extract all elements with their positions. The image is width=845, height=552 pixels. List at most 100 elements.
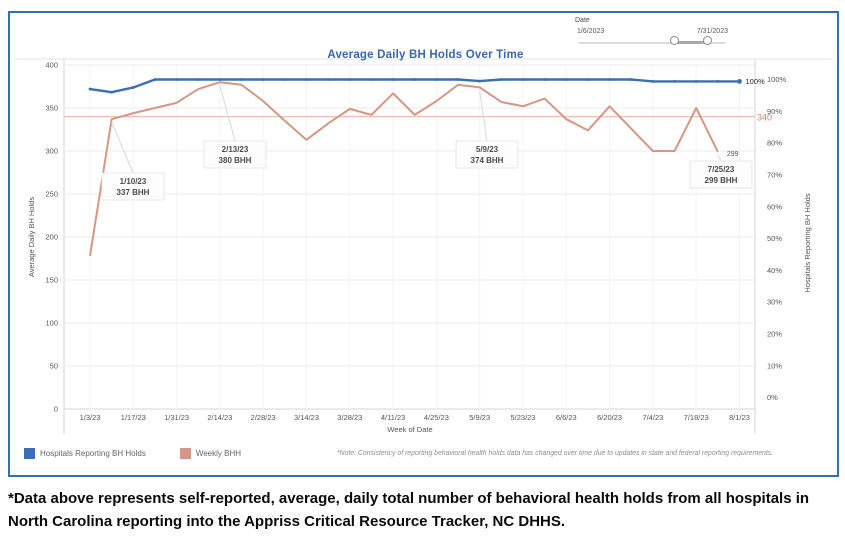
chart-footnote: *Note: Consistency of reporting behavior… xyxy=(336,450,774,457)
hospitals-reporting-point xyxy=(413,78,417,81)
annotation-value: 374 BHH xyxy=(471,156,504,165)
left-axis-tick-label: 250 xyxy=(45,190,58,199)
date-slider-left-handle[interactable] xyxy=(670,36,679,45)
date-filter-min-value: 1/6/2023 xyxy=(577,28,605,35)
hospitals-reporting-point xyxy=(131,86,135,89)
x-axis-tick-label: 4/11/23 xyxy=(381,413,405,422)
hospitals-reporting-point xyxy=(716,80,720,83)
date-slider-selected-range[interactable] xyxy=(674,41,708,44)
reference-line-label: 340 xyxy=(757,113,772,123)
right-axis-tick-label: 40% xyxy=(767,266,782,275)
right-axis-tick-label: 90% xyxy=(767,107,782,116)
annotation-value: 299 BHH xyxy=(705,176,738,185)
left-axis-tick-label: 50 xyxy=(50,362,58,371)
right-axis-tick-label: 10% xyxy=(767,361,782,370)
data-source-caption: *Data above represents self-reported, av… xyxy=(8,490,810,531)
annotation-date: 5/9/23 xyxy=(476,145,499,154)
annotation-connector xyxy=(717,154,722,162)
hospitals-reporting-point xyxy=(456,78,460,81)
hospitals-reporting-point xyxy=(435,78,438,81)
hospitals-reporting-point xyxy=(564,78,568,81)
hospitals-reporting-point xyxy=(391,78,395,81)
date-slider-track[interactable] xyxy=(578,42,726,44)
hospitals-reporting-point xyxy=(326,78,330,81)
hospitals-reporting-point xyxy=(651,80,655,83)
date-range-filter: Date 1/6/2023 7/31/2023 xyxy=(566,15,736,55)
x-axis-tick-label: 6/6/23 xyxy=(556,413,577,422)
weekly-bhh-line xyxy=(89,81,719,257)
hospitals-reporting-point xyxy=(521,78,525,81)
left-axis-tick-label: 200 xyxy=(45,233,58,242)
hospitals-reporting-point xyxy=(694,80,698,83)
hospitals-line-end-marker xyxy=(737,79,742,84)
x-axis-tick-label: 1/3/23 xyxy=(80,413,101,422)
x-axis-tick-label: 1/31/23 xyxy=(164,413,189,422)
hospitals-reporting-point xyxy=(586,78,590,81)
right-axis-tick-label: 60% xyxy=(767,202,782,211)
legend-swatch-salmon xyxy=(179,447,191,459)
right-axis-tick-label: 100% xyxy=(767,75,787,84)
annotation-connector xyxy=(479,90,488,142)
hospitals-reporting-point xyxy=(478,79,482,83)
left-axis-tick-label: 0 xyxy=(54,405,58,414)
bh-holds-line-chart: 0 50 100 150 200 250 300 350 400 0% 10% 20% 30% 40% 50… xyxy=(14,58,833,434)
annotation-value: 380 BHH xyxy=(219,156,252,165)
right-axis-tick-label: 50% xyxy=(767,234,782,243)
dashboard-card: 0 50 100 150 200 250 300 350 400 0% 10% 20% 30% 40% 50… xyxy=(8,11,839,477)
x-axis-tick-label: 5/23/23 xyxy=(510,413,535,422)
annotation-value: 337 BHH xyxy=(117,188,150,197)
annotation-box xyxy=(203,140,267,169)
date-slider-right-handle[interactable] xyxy=(703,36,712,45)
hospitals-reporting-point xyxy=(543,78,547,81)
hospitals-reporting-point xyxy=(283,78,287,81)
hospitals-reporting-point xyxy=(629,78,633,81)
legend-item-hospitals-reporting[interactable]: Hospitals Reporting BH Holds xyxy=(24,447,146,459)
hospitals-reporting-point xyxy=(499,78,503,81)
hospitals-reporting-point xyxy=(218,78,222,81)
x-axis-tick-label: 1/17/23 xyxy=(121,413,146,422)
hospitals-reporting-point xyxy=(153,78,157,81)
annotation-date: 1/10/23 xyxy=(120,177,147,186)
x-axis-tick-label: 6/20/23 xyxy=(597,413,622,422)
legend-label: Hospitals Reporting BH Holds xyxy=(40,448,146,458)
left-axis-tick-label: 100 xyxy=(45,319,58,328)
legend-item-weekly-bhh[interactable]: Weekly BHH xyxy=(179,447,242,459)
x-axis-tick-label: 2/28/23 xyxy=(251,413,276,422)
x-axis-tick-label: 8/1/23 xyxy=(729,413,750,422)
hospitals-reporting-point xyxy=(673,80,676,83)
hospitals-reporting-line xyxy=(89,78,740,94)
x-axis-tick-label: 4/25/23 xyxy=(424,413,449,422)
right-axis-title: Hospitals Reporting BH Holds xyxy=(803,193,812,292)
chart-legend: Hospitals Reporting BH Holds Weekly BHH xyxy=(24,445,269,461)
left-axis-tick-label: 150 xyxy=(45,276,58,285)
right-axis-tick-label: 30% xyxy=(767,298,782,307)
hospitals-reporting-point xyxy=(608,78,611,81)
left-axis-tick-label: 300 xyxy=(45,147,58,156)
right-axis-tick-label: 20% xyxy=(767,330,782,339)
hospitals-reporting-point xyxy=(348,78,352,81)
hospitals-reporting-point xyxy=(175,78,179,81)
hospitals-line-end-label: 100% xyxy=(746,77,766,86)
annotation-box xyxy=(455,140,519,169)
right-axis-tick-label: 0% xyxy=(767,393,778,402)
annotation-box xyxy=(689,160,753,189)
right-axis-tick-label: 80% xyxy=(767,139,782,148)
left-axis-tick-label: 400 xyxy=(45,61,58,70)
date-filter-max-value: 7/31/2023 xyxy=(696,28,728,35)
legend-label: Weekly BHH xyxy=(195,448,242,458)
weekly-bhh-end-label: 299 xyxy=(727,151,739,158)
hospitals-reporting-point xyxy=(88,87,92,91)
hospitals-reporting-point xyxy=(110,90,114,94)
annotation-box xyxy=(101,172,165,201)
x-axis-tick-label: 7/4/23 xyxy=(642,413,663,422)
hospitals-reporting-point xyxy=(240,78,243,81)
annotation-date: 2/13/23 xyxy=(222,145,249,154)
hospitals-reporting-point xyxy=(370,78,373,81)
x-axis-tick-label: 5/9/23 xyxy=(469,413,490,422)
hospitals-reporting-point xyxy=(261,78,265,81)
left-axis-tick-label: 350 xyxy=(45,104,58,113)
hospitals-reporting-point xyxy=(305,78,308,81)
annotation-connector xyxy=(111,121,134,174)
x-axis-title: Week of Date xyxy=(387,425,432,434)
